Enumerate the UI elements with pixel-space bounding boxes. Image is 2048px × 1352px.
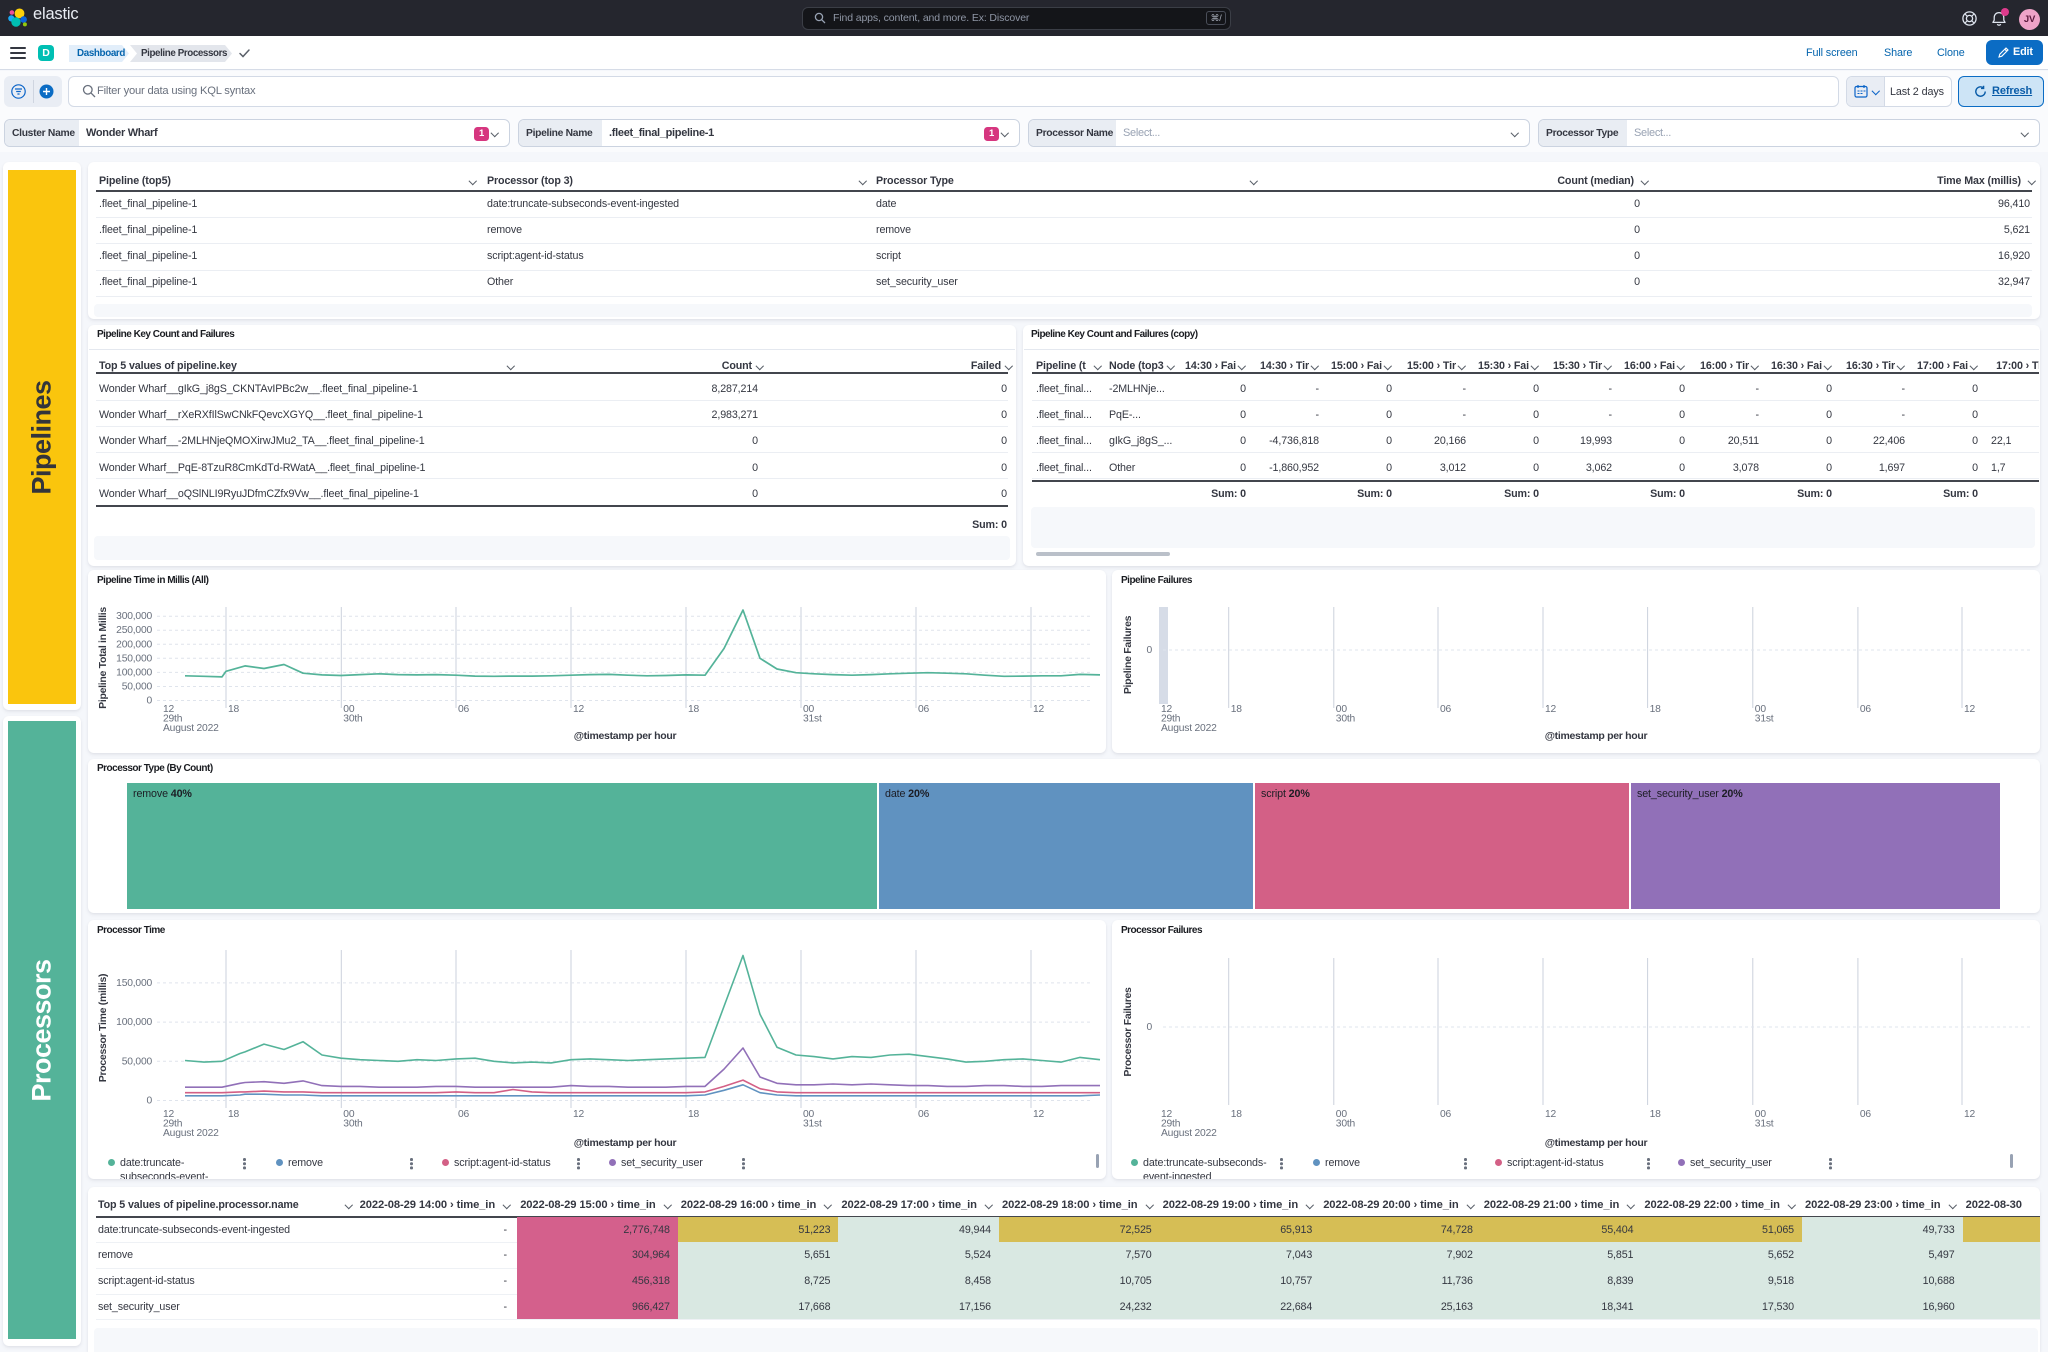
svg-text:06: 06: [918, 1109, 930, 1120]
svg-text:August 2022: August 2022: [1161, 1128, 1217, 1139]
svg-text:00: 00: [803, 704, 815, 715]
svg-text:@timestamp per hour: @timestamp per hour: [574, 1137, 677, 1149]
svg-text:18: 18: [228, 1109, 240, 1120]
svg-text:12: 12: [573, 1109, 585, 1120]
svg-text:12: 12: [163, 704, 175, 715]
svg-text:06: 06: [458, 704, 470, 715]
svg-text:12: 12: [1545, 704, 1557, 715]
svg-text:31st: 31st: [1755, 714, 1774, 725]
svg-text:12: 12: [163, 1109, 175, 1120]
svg-text:30th: 30th: [343, 1119, 363, 1130]
svg-text:31st: 31st: [803, 1119, 822, 1130]
svg-text:50,000: 50,000: [122, 1056, 153, 1067]
svg-text:06: 06: [1860, 704, 1872, 715]
svg-text:29th: 29th: [163, 1119, 183, 1130]
svg-text:@timestamp per hour: @timestamp per hour: [574, 730, 677, 742]
svg-text:150,000: 150,000: [116, 653, 152, 664]
svg-text:06: 06: [1440, 1109, 1452, 1120]
svg-text:12: 12: [1964, 1109, 1976, 1120]
svg-text:31st: 31st: [1755, 1119, 1774, 1130]
svg-text:@timestamp per hour: @timestamp per hour: [1545, 1137, 1648, 1149]
svg-text:00: 00: [343, 704, 355, 715]
svg-text:18: 18: [228, 704, 240, 715]
svg-text:00: 00: [1336, 704, 1348, 715]
svg-text:00: 00: [1755, 704, 1767, 715]
svg-text:Pipeline Total in Millis: Pipeline Total in Millis: [97, 607, 109, 709]
svg-text:00: 00: [803, 1109, 815, 1120]
svg-text:0: 0: [146, 696, 152, 707]
svg-text:0: 0: [1146, 645, 1152, 656]
svg-text:29th: 29th: [163, 714, 183, 725]
svg-text:August 2022: August 2022: [1161, 723, 1217, 734]
svg-text:06: 06: [918, 704, 930, 715]
svg-text:00: 00: [1755, 1109, 1767, 1120]
svg-text:August 2022: August 2022: [163, 1128, 219, 1139]
svg-text:00: 00: [1336, 1109, 1348, 1120]
svg-text:0: 0: [146, 1096, 152, 1107]
svg-text:300,000: 300,000: [116, 611, 152, 622]
svg-text:150,000: 150,000: [116, 978, 152, 989]
svg-text:18: 18: [1650, 704, 1662, 715]
svg-text:31st: 31st: [803, 714, 822, 725]
svg-text:12: 12: [1161, 1109, 1173, 1120]
svg-text:18: 18: [688, 704, 700, 715]
svg-text:50,000: 50,000: [122, 682, 153, 693]
svg-text:18: 18: [1231, 704, 1243, 715]
svg-text:Processor Time (millis): Processor Time (millis): [97, 974, 109, 1082]
svg-text:18: 18: [688, 1109, 700, 1120]
svg-text:18: 18: [1231, 1109, 1243, 1120]
svg-text:12: 12: [1033, 704, 1045, 715]
svg-text:12: 12: [1161, 704, 1173, 715]
svg-text:12: 12: [573, 704, 585, 715]
svg-text:29th: 29th: [1161, 714, 1181, 725]
svg-text:200,000: 200,000: [116, 639, 152, 650]
svg-text:August 2022: August 2022: [163, 723, 219, 734]
svg-text:Processor Failures: Processor Failures: [1122, 987, 1134, 1077]
svg-text:12: 12: [1964, 704, 1976, 715]
svg-text:0: 0: [1146, 1022, 1152, 1033]
svg-text:30th: 30th: [1336, 714, 1356, 725]
svg-text:12: 12: [1033, 1109, 1045, 1120]
svg-text:18: 18: [1650, 1109, 1662, 1120]
svg-text:@timestamp per hour: @timestamp per hour: [1545, 730, 1648, 742]
svg-text:29th: 29th: [1161, 1119, 1181, 1130]
svg-text:06: 06: [1860, 1109, 1872, 1120]
svg-text:00: 00: [343, 1109, 355, 1120]
svg-text:06: 06: [1440, 704, 1452, 715]
svg-text:Pipeline Failures: Pipeline Failures: [1122, 615, 1134, 694]
svg-text:100,000: 100,000: [116, 667, 152, 678]
svg-text:12: 12: [1545, 1109, 1557, 1120]
svg-text:30th: 30th: [1336, 1119, 1356, 1130]
svg-text:250,000: 250,000: [116, 625, 152, 636]
svg-text:06: 06: [458, 1109, 470, 1120]
svg-text:30th: 30th: [343, 714, 363, 725]
svg-text:100,000: 100,000: [116, 1017, 152, 1028]
